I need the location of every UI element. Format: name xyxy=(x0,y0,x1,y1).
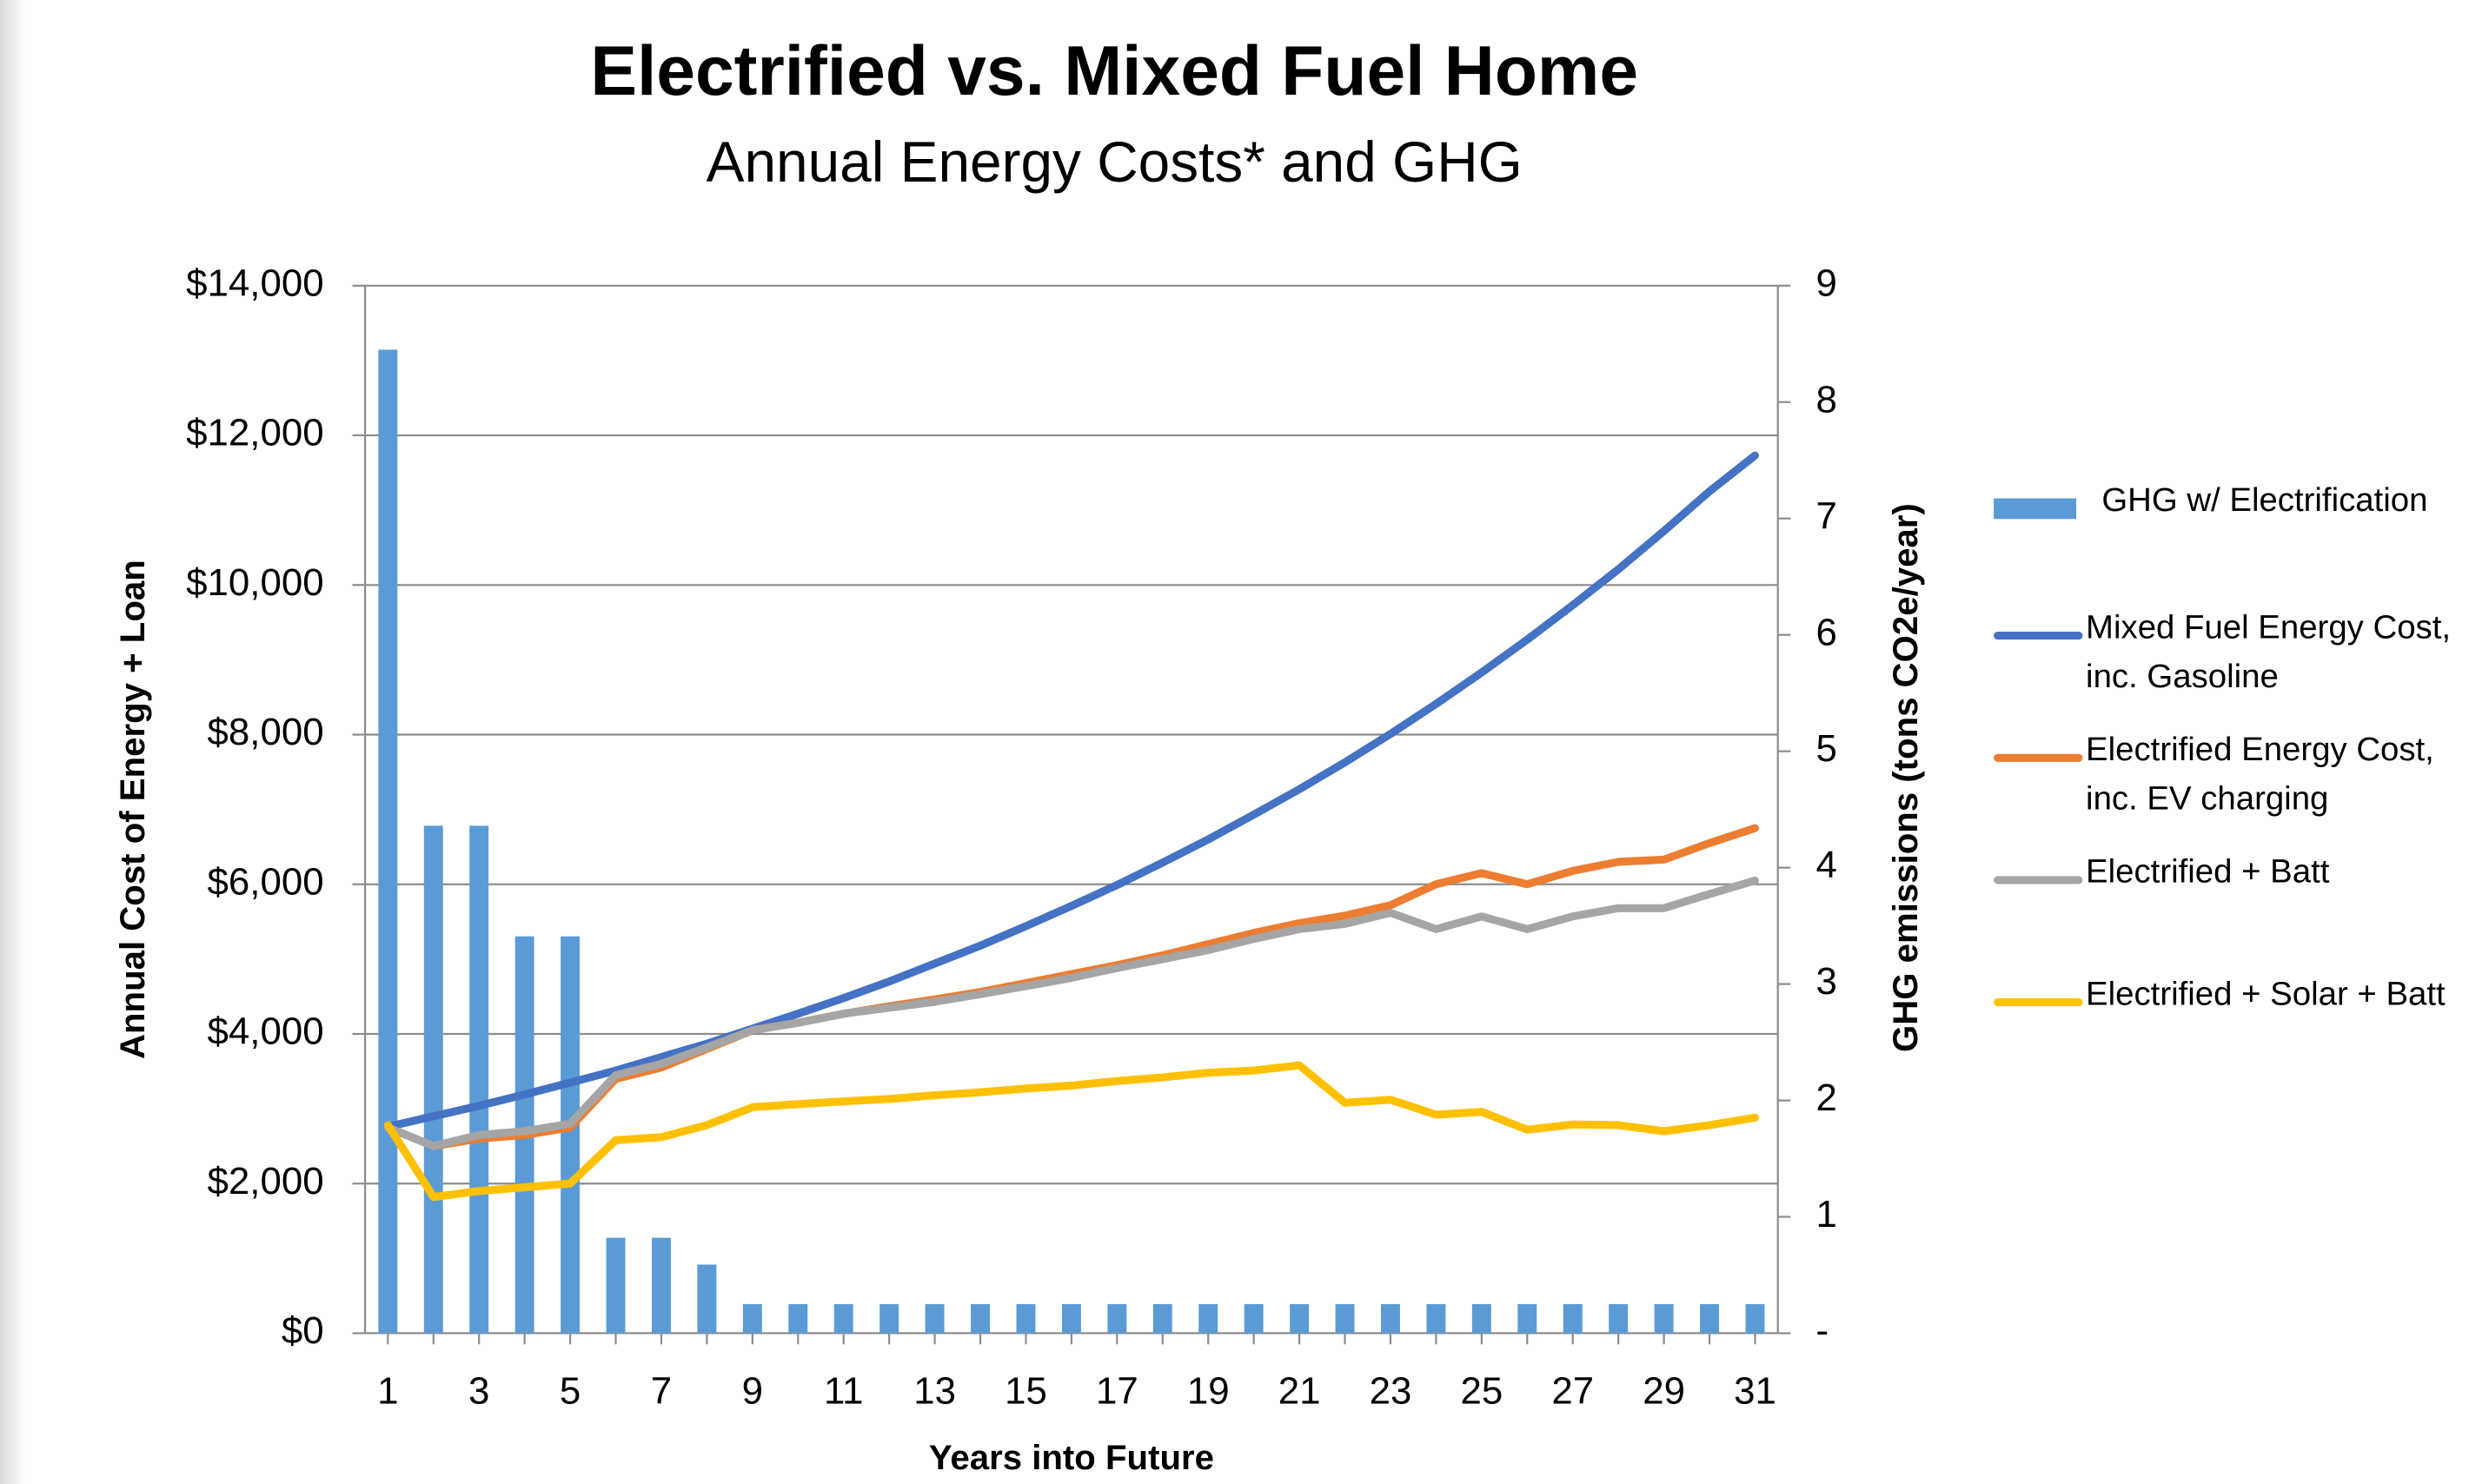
bar xyxy=(561,936,581,1334)
y2-axis-label: GHG emissions (tons CO2e/year) xyxy=(1886,503,1925,1052)
bar xyxy=(1471,1303,1491,1334)
legend-label: Electrified + Batt xyxy=(2086,853,2330,891)
x-tick-label: 31 xyxy=(1734,1369,1776,1412)
legend-label: Electrified Energy Cost, inc. EV chargin… xyxy=(2086,732,2434,818)
bar xyxy=(469,825,489,1334)
bar xyxy=(1381,1303,1400,1334)
legend-swatch xyxy=(1988,725,2086,764)
bar xyxy=(833,1303,853,1334)
y-tick-label: $14,000 xyxy=(186,262,323,304)
x-tick-label: 21 xyxy=(1278,1369,1321,1412)
legend-swatch xyxy=(1988,476,2086,520)
bar xyxy=(697,1264,717,1334)
legend-entry: GHG w/ Electrification xyxy=(1988,476,2489,526)
bar xyxy=(879,1303,899,1334)
bar xyxy=(1290,1303,1310,1334)
y2-tick-label: 8 xyxy=(1816,378,1837,421)
bar xyxy=(971,1303,990,1334)
bar xyxy=(742,1303,762,1334)
x-tick-label: 25 xyxy=(1460,1369,1503,1412)
y2-tick-label: 6 xyxy=(1816,611,1837,653)
chart-title: Electrified vs. Mixed Fuel Home xyxy=(590,32,1638,110)
legend-swatch-mark xyxy=(1994,632,2083,640)
x-tick-label: 13 xyxy=(913,1369,956,1412)
edge-shade xyxy=(0,0,26,1484)
y-tick-label: $8,000 xyxy=(208,711,324,753)
chart-subtitle: Annual Energy Costs* and GHG xyxy=(707,129,1523,194)
y-tick-label: $0 xyxy=(282,1309,324,1352)
x-tick-label: 3 xyxy=(468,1369,489,1412)
y2-tick-label: 7 xyxy=(1816,494,1837,537)
legend-entry: Electrified + Solar + Batt xyxy=(1988,970,2483,1019)
y-tick-label: $10,000 xyxy=(186,561,323,604)
y-tick-label: $12,000 xyxy=(186,412,323,454)
line-series xyxy=(383,451,1759,1131)
y2-tick-label: 1 xyxy=(1816,1193,1837,1236)
legend-entry: Electrified + Batt xyxy=(1988,847,2483,897)
legend-swatch xyxy=(1988,603,2086,641)
x-tick-label: 5 xyxy=(560,1369,581,1412)
x-tick-label: 29 xyxy=(1643,1369,1685,1412)
legend-swatch xyxy=(1988,847,2086,885)
bar xyxy=(651,1237,671,1334)
legend-entry: Electrified Energy Cost, inc. EV chargin… xyxy=(1988,725,2483,824)
bar xyxy=(1426,1303,1446,1334)
y2-tick-label: 2 xyxy=(1816,1077,1837,1119)
line-series xyxy=(383,1061,1759,1202)
legend-label: Electrified + Solar + Batt xyxy=(2086,976,2446,1013)
bar xyxy=(925,1303,945,1334)
bar xyxy=(1609,1303,1629,1334)
line-series xyxy=(383,876,1759,1150)
bar xyxy=(1107,1303,1127,1334)
y2-tick-label: 9 xyxy=(1816,262,1837,304)
y-tick-label: $4,000 xyxy=(208,1010,324,1053)
bar xyxy=(1563,1303,1583,1334)
x-tick-label: 15 xyxy=(1005,1369,1047,1412)
y2-tick-label: 3 xyxy=(1816,960,1837,1003)
bar xyxy=(423,825,443,1334)
bar xyxy=(606,1237,626,1334)
bar xyxy=(378,349,398,1334)
x-tick-label: 19 xyxy=(1187,1369,1230,1412)
bar xyxy=(788,1303,808,1334)
y2-tick-label: - xyxy=(1816,1309,1829,1352)
legend-swatch-mark xyxy=(1994,498,2077,520)
bar xyxy=(1700,1303,1720,1334)
bar xyxy=(1517,1303,1537,1334)
bar xyxy=(1152,1303,1172,1334)
y-tick-label: $6,000 xyxy=(208,860,324,903)
y-tick-label: $2,000 xyxy=(208,1160,324,1202)
legend-swatch-mark xyxy=(1994,876,2083,884)
x-tick-label: 11 xyxy=(824,1369,863,1412)
legend-swatch xyxy=(1988,970,2086,1008)
bar xyxy=(1244,1303,1264,1334)
legend-swatch-mark xyxy=(1994,753,2083,762)
legend-entry: Mixed Fuel Energy Cost, inc. Gasoline xyxy=(1988,603,2483,701)
x-tick-label: 9 xyxy=(742,1369,763,1412)
x-tick-label: 27 xyxy=(1551,1369,1594,1412)
bar xyxy=(1061,1303,1081,1334)
y2-tick-label: 4 xyxy=(1816,844,1837,886)
y-axis-label: Annual Cost of Energy + Loan xyxy=(113,560,152,1059)
x-axis-label: Years into Future xyxy=(929,1438,1214,1477)
y2-tick-label: 5 xyxy=(1816,727,1837,770)
x-tick-label: 17 xyxy=(1096,1369,1138,1412)
bar xyxy=(1016,1303,1036,1334)
legend-label: GHG w/ Electrification xyxy=(2101,482,2428,520)
legend-swatch-mark xyxy=(1994,998,2083,1007)
x-tick-label: 7 xyxy=(651,1369,672,1412)
bar xyxy=(1654,1303,1674,1334)
bar xyxy=(1745,1303,1765,1334)
bar xyxy=(1335,1303,1355,1334)
legend-label: Mixed Fuel Energy Cost, inc. Gasoline xyxy=(2086,609,2452,696)
x-tick-label: 23 xyxy=(1370,1369,1412,1412)
bar xyxy=(1198,1303,1218,1334)
x-tick-label: 1 xyxy=(377,1369,398,1412)
